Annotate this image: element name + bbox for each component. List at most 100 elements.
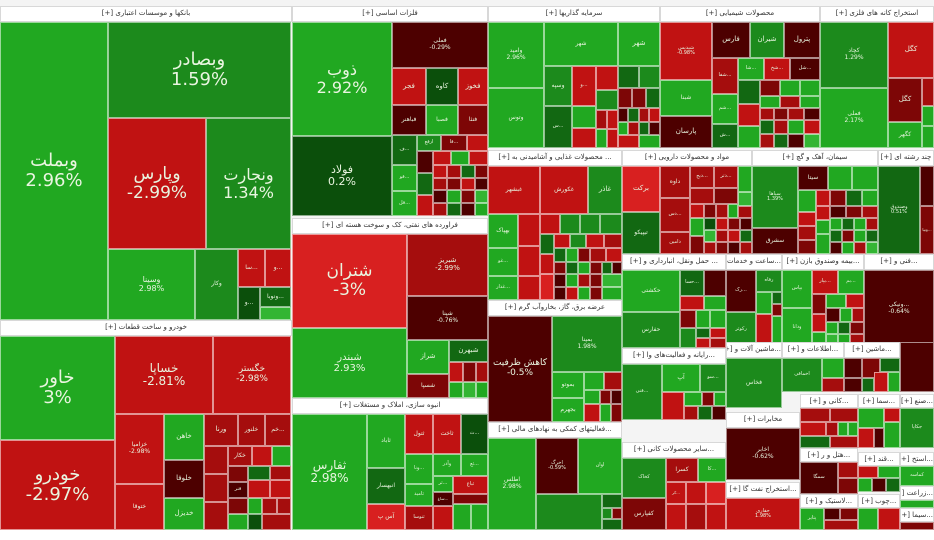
tile-hkeshti[interactable]: حکشتی	[622, 270, 680, 312]
tile-small[interactable]	[433, 151, 451, 165]
sector-header-metals[interactable]: فلزات اساسی [+]	[292, 6, 488, 22]
tile-small[interactable]	[830, 242, 842, 254]
tile-rfak[interactable]: ...رک	[726, 270, 756, 312]
tile-small[interactable]	[830, 408, 858, 422]
tile-small[interactable]	[417, 173, 433, 195]
tile-small[interactable]	[666, 504, 686, 530]
tile-small[interactable]	[858, 466, 878, 478]
tile-small[interactable]	[830, 206, 846, 218]
tile-small[interactable]	[680, 296, 704, 310]
tile-small[interactable]	[846, 206, 862, 218]
tile-sbs[interactable]: ...ث	[461, 414, 488, 454]
tile-fsapa[interactable]: فصبا	[426, 105, 458, 135]
tile-vazar[interactable]: وآذر	[433, 454, 461, 476]
tile-small[interactable]	[649, 108, 660, 122]
tile-small[interactable]	[686, 482, 706, 504]
tile-vtoos[interactable]: وتوس	[488, 88, 544, 148]
tile-small[interactable]	[804, 120, 820, 134]
sector-header-pharma[interactable]: مواد و محصولات دارویی [+]	[622, 150, 752, 166]
tile-small[interactable]	[604, 372, 622, 390]
tile-small[interactable]	[874, 372, 888, 392]
tile-small[interactable]	[417, 151, 433, 173]
sector-header-mineral[interactable]: ...سایر محصولات کانی [+]	[622, 442, 726, 458]
tile-small[interactable]	[850, 322, 864, 334]
tile-small[interactable]	[760, 80, 780, 96]
tile-vbmellat[interactable]: وبملت 2.96%	[0, 22, 108, 320]
tile-small[interactable]	[566, 248, 578, 262]
tile-small[interactable]	[467, 135, 488, 151]
tile-shpdis[interactable]: شپدیس -0.98%	[660, 22, 712, 80]
tile-small[interactable]	[772, 304, 782, 316]
tile-small[interactable]	[554, 262, 566, 274]
tile-tipiko[interactable]: تیپیکو	[622, 212, 660, 254]
tile-fsh[interactable]: ...ف	[392, 135, 417, 165]
sector-header-sima[interactable]: ...سما [+]	[858, 394, 900, 408]
tile-small[interactable]	[816, 234, 830, 254]
tile-small[interactable]	[858, 478, 872, 492]
tile-small[interactable]	[602, 519, 622, 530]
tile-kmeli[interactable]: فملی 2.17%	[820, 88, 888, 148]
tile-small[interactable]	[710, 328, 726, 338]
tile-fkhouz[interactable]: فخوز	[458, 68, 488, 105]
tile-kgolc[interactable]: کگل	[888, 78, 922, 122]
tile-small[interactable]	[590, 274, 602, 287]
tile-kchad[interactable]: کچاد 1.29%	[820, 22, 888, 88]
tile-smga[interactable]: سمگا	[800, 462, 838, 494]
tile-small[interactable]	[854, 230, 866, 242]
tile-small[interactable]	[618, 122, 628, 135]
tile-gazar[interactable]: غاذر	[588, 166, 622, 214]
tile-small[interactable]	[602, 262, 612, 274]
tile-small[interactable]	[449, 382, 463, 398]
tile-small[interactable]	[578, 287, 590, 300]
tile-small[interactable]	[798, 240, 816, 254]
tile-small[interactable]	[788, 134, 804, 148]
tile-small[interactable]	[838, 422, 848, 436]
tile-small[interactable]	[716, 218, 728, 230]
sector-header-mining[interactable]: استخراج کانه های فلزی [+]	[820, 6, 934, 22]
tile-small[interactable]	[728, 204, 738, 218]
tile-small[interactable]	[826, 322, 838, 334]
tile-small[interactable]	[866, 242, 878, 254]
sector-header-sanaye[interactable]: ...صنع [+]	[900, 394, 934, 408]
tile-small[interactable]	[884, 422, 900, 448]
tile-small[interactable]	[566, 262, 578, 274]
tile-small[interactable]	[554, 274, 566, 287]
tile-small[interactable]	[600, 390, 611, 404]
tile-small[interactable]	[738, 192, 752, 206]
tile-small[interactable]	[760, 108, 774, 120]
tile-small[interactable]	[800, 408, 830, 422]
tile-fla[interactable]: ...فا	[441, 135, 467, 151]
tile-dsabh[interactable]: ...دبح	[690, 166, 714, 188]
tile-small[interactable]	[690, 236, 704, 254]
tile-small[interactable]	[816, 190, 830, 206]
tile-small[interactable]	[844, 378, 862, 392]
tile-sshargh[interactable]: سشرق	[752, 228, 798, 254]
tile-small[interactable]	[740, 230, 752, 242]
tile-small[interactable]	[774, 120, 788, 134]
tile-small[interactable]	[854, 218, 866, 230]
tile-small[interactable]	[838, 462, 858, 478]
tile-sepaha[interactable]: سپاها 1.39%	[752, 166, 798, 228]
tile-kkhak[interactable]: کخاک	[622, 458, 666, 498]
tile-small[interactable]	[646, 88, 660, 108]
tile-vv2[interactable]: ...و	[238, 287, 260, 320]
tile-small[interactable]	[476, 362, 488, 382]
tile-small[interactable]	[600, 214, 622, 234]
tile-small[interactable]	[852, 166, 878, 190]
tile-vomid[interactable]: وامید 2.96%	[488, 22, 544, 88]
tile-small[interactable]	[858, 408, 884, 428]
tile-shpna[interactable]: شپنا -0.76%	[407, 296, 488, 340]
tile-kaz[interactable]: ...کا	[698, 458, 726, 482]
sector-header-telecom[interactable]: مخابرات [+]	[726, 412, 800, 428]
tile-small[interactable]	[596, 66, 618, 90]
tile-khdizel[interactable]: خدیزل	[164, 498, 204, 530]
tile-small[interactable]	[260, 307, 291, 320]
sector-header-lastik[interactable]: ...لاستیک و [+]	[800, 494, 858, 508]
tile-kaveh[interactable]: کاوه	[426, 68, 458, 105]
tile-small[interactable]	[854, 242, 866, 254]
sector-header-info[interactable]: ...اطلاعات و [+]	[782, 342, 844, 358]
tile-small[interactable]	[639, 66, 660, 88]
tile-fbahonar[interactable]: فباهنر	[392, 105, 426, 135]
tile-small[interactable]	[704, 270, 726, 296]
tile-kgol[interactable]: کگل	[888, 22, 934, 78]
